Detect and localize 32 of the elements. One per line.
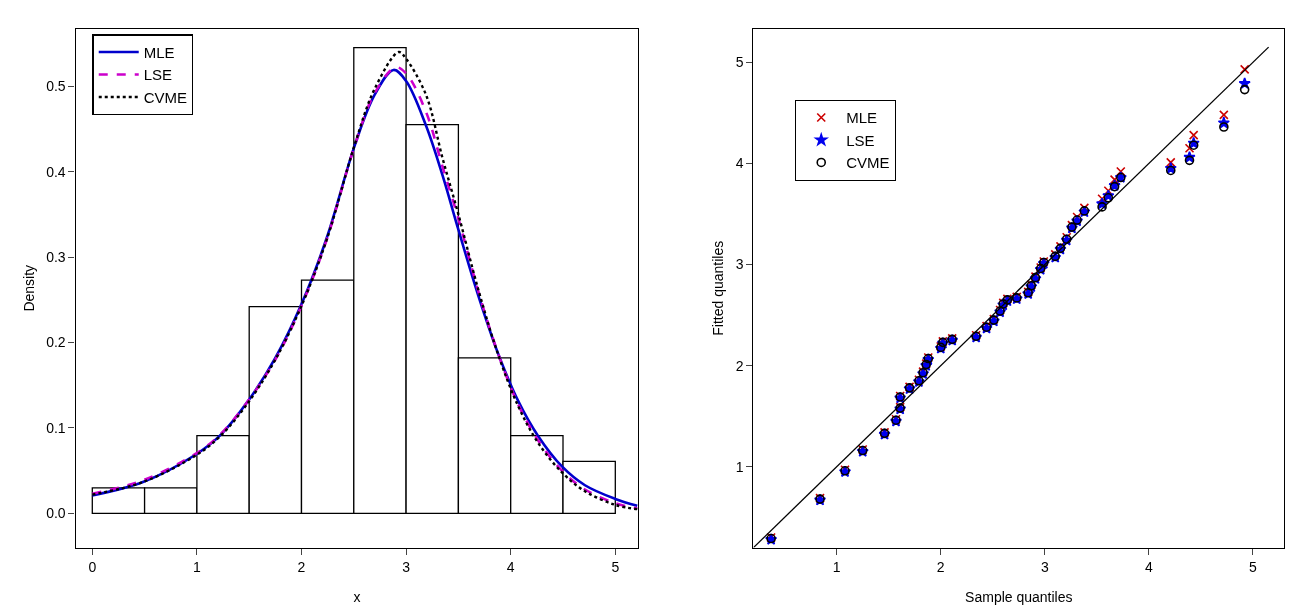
- y-tick-label: 1: [735, 458, 744, 475]
- x-tick-label: 2: [936, 558, 945, 575]
- y-axis-title: Density: [20, 264, 37, 312]
- y-tick-label: 0.4: [46, 163, 66, 180]
- x-axis-title: Sample quantiles: [965, 588, 1073, 605]
- legend-label: MLE: [143, 43, 175, 61]
- y-axis-title: Fitted quantiles: [710, 240, 727, 336]
- x-tick-label: 3: [1040, 558, 1049, 575]
- legend-label: MLE: [846, 109, 878, 127]
- x-tick-label: 4: [1145, 558, 1154, 575]
- legend-label: LSE: [143, 66, 173, 84]
- x-tick-label: 2: [297, 558, 306, 575]
- x-tick-label: 0: [88, 558, 97, 575]
- y-tick-label: 0.5: [46, 78, 66, 95]
- y-tick-label: 0.3: [46, 248, 66, 265]
- y-tick-label: 5: [735, 54, 744, 71]
- x-axis-title: x: [353, 588, 361, 605]
- legend-label: CVME: [143, 88, 188, 106]
- x-tick-label: 5: [1249, 558, 1258, 575]
- legend-label: LSE: [846, 131, 875, 149]
- y-tick-label: 3: [735, 256, 744, 273]
- x-tick-label: 4: [506, 558, 515, 575]
- y-tick-label: 0.1: [46, 419, 66, 436]
- x-tick-label: 5: [611, 558, 620, 575]
- legend-label: CVME: [846, 154, 890, 172]
- y-tick-label: 0.2: [46, 334, 66, 351]
- y-tick-label: 2: [735, 357, 744, 374]
- x-tick-label: 1: [832, 558, 841, 575]
- y-tick-label: 4: [735, 155, 744, 172]
- x-tick-label: 1: [193, 558, 201, 575]
- x-tick-label: 3: [402, 558, 411, 575]
- y-tick-label: 0.0: [46, 505, 66, 522]
